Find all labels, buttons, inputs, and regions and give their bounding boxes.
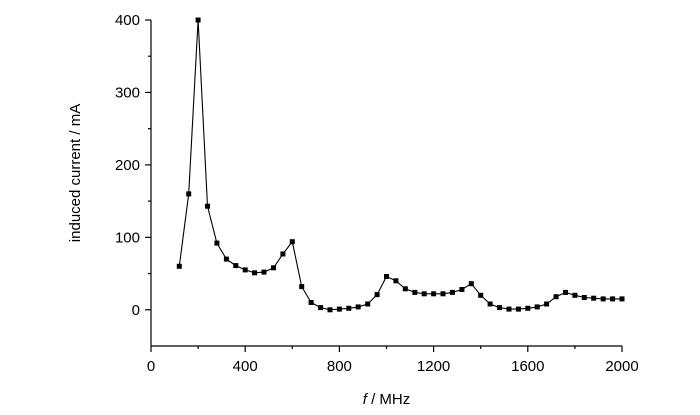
data-point — [459, 287, 465, 292]
data-point — [252, 270, 258, 276]
data-point — [515, 306, 521, 312]
data-point — [205, 203, 210, 209]
data-point — [478, 292, 484, 298]
data-point — [355, 304, 361, 310]
data-point — [619, 296, 625, 302]
data-point — [336, 306, 342, 312]
data-point — [563, 289, 568, 295]
data-point — [299, 284, 305, 290]
series-line — [178, 19, 622, 311]
data-point — [223, 256, 229, 262]
y-tick-label: 0 — [132, 302, 140, 319]
x-tick-label: 2000 — [605, 358, 638, 375]
y-tick-label: 300 — [115, 84, 140, 101]
data-point — [600, 296, 606, 302]
data-point — [506, 306, 512, 312]
data-point — [365, 301, 371, 307]
data-point — [327, 307, 333, 313]
data-point — [384, 274, 389, 279]
data-point — [289, 239, 295, 245]
x-tick-label: 0 — [147, 358, 155, 375]
data-point — [374, 292, 380, 298]
x-axis-label: f / MHz — [363, 391, 411, 408]
data-point — [421, 291, 427, 297]
y-axis-label: induced current / mA — [67, 104, 84, 242]
x-tick-label: 1600 — [511, 358, 544, 375]
axes — [150, 20, 622, 347]
data-point — [449, 289, 455, 295]
x-axis-label-unit: / MHz — [367, 391, 410, 408]
data-point — [544, 301, 550, 307]
data-point — [487, 301, 493, 307]
data-point — [534, 304, 540, 310]
data-point — [318, 305, 324, 311]
data-point — [195, 17, 201, 23]
data-point — [261, 269, 267, 275]
data-point — [497, 305, 502, 311]
data-point — [176, 263, 182, 269]
data-point — [214, 240, 220, 246]
data-point — [581, 295, 587, 300]
y-tick-label: 200 — [115, 157, 140, 174]
series — [176, 17, 625, 313]
data-point — [591, 295, 597, 301]
y-tick-label: 100 — [115, 229, 140, 246]
data-point — [431, 291, 437, 297]
data-point — [402, 286, 408, 292]
x-tick-label: 800 — [327, 358, 352, 375]
data-point — [412, 289, 418, 295]
x-tick-label: 400 — [233, 358, 258, 375]
data-point — [572, 292, 578, 298]
data-point — [271, 265, 276, 271]
data-point — [233, 263, 239, 269]
x-tick-label: 1200 — [417, 358, 450, 375]
data-point — [308, 300, 314, 305]
data-point — [242, 267, 248, 273]
data-point — [553, 294, 559, 300]
data-point — [393, 278, 399, 284]
data-point — [525, 305, 531, 311]
data-point — [468, 281, 474, 287]
data-point — [346, 305, 352, 311]
data-point — [186, 191, 192, 197]
ticks: 0 100 200 300 400 0 400 800 1200 1600 2000 — [115, 12, 639, 375]
y-tick-label: 400 — [115, 12, 140, 29]
data-point — [440, 291, 446, 297]
data-point — [280, 251, 286, 257]
data-point — [610, 296, 616, 302]
x-axis-label-symbol: f — [363, 391, 369, 408]
